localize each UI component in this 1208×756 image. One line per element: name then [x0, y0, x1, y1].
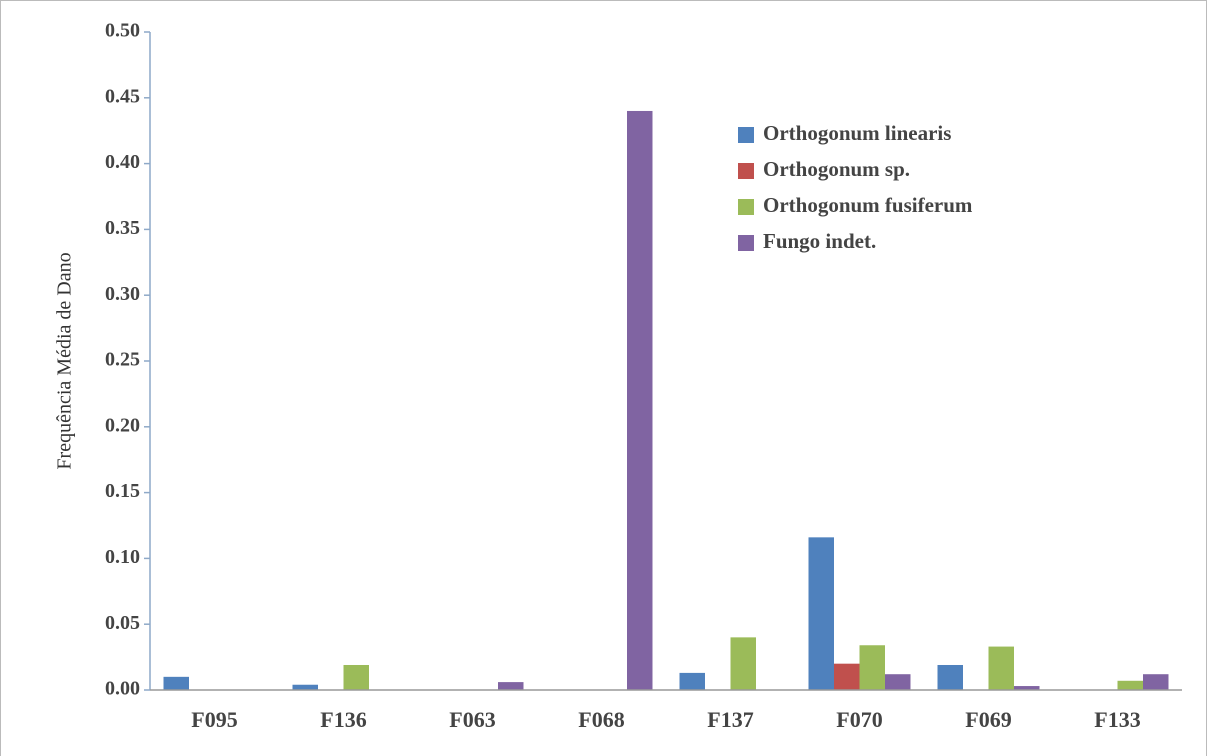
y-tick-label: 0.20 — [105, 414, 140, 436]
bar — [808, 537, 834, 690]
bar — [937, 664, 963, 690]
y-axis-label: Frequência Média de Dano — [54, 252, 76, 469]
y-tick-label: 0.30 — [105, 283, 140, 305]
y-tick-label: 0.15 — [105, 480, 140, 502]
y-tick-label: 0.35 — [105, 217, 140, 239]
bar — [627, 110, 653, 690]
x-tick-label: F136 — [320, 707, 366, 732]
legend-swatch — [738, 235, 754, 251]
bar — [859, 645, 885, 690]
bar — [834, 663, 860, 690]
bar — [988, 646, 1014, 690]
bar — [1143, 674, 1169, 690]
y-tick-label: 0.25 — [105, 349, 140, 371]
legend-swatch — [738, 127, 754, 143]
bar — [498, 682, 524, 690]
bar — [163, 676, 189, 690]
bar — [885, 674, 911, 690]
y-tick-label: 0.10 — [105, 546, 140, 568]
legend-label: Orthogonum sp. — [763, 157, 910, 181]
x-tick-label: F068 — [578, 707, 624, 732]
x-tick-label: F095 — [191, 707, 237, 732]
bar — [1014, 686, 1040, 690]
legend-swatch — [738, 199, 754, 215]
legend-swatch — [738, 163, 754, 179]
x-tick-label: F069 — [965, 707, 1011, 732]
x-tick-label: F137 — [707, 707, 753, 732]
y-tick-label: 0.40 — [105, 151, 140, 173]
bar — [343, 664, 369, 690]
x-tick-label: F070 — [836, 707, 882, 732]
y-tick-label: 0.50 — [105, 20, 140, 42]
bar — [730, 637, 756, 690]
legend-label: Orthogonum fusiferum — [763, 193, 973, 217]
x-tick-label: F063 — [449, 707, 495, 732]
bar — [679, 672, 705, 690]
bar — [292, 684, 318, 690]
legend-label: Fungo indet. — [763, 229, 876, 253]
x-tick-label: F133 — [1094, 707, 1140, 732]
legend-label: Orthogonum linearis — [763, 121, 951, 145]
y-tick-label: 0.45 — [105, 85, 140, 107]
y-tick-label: 0.00 — [105, 678, 140, 700]
bar — [1117, 680, 1143, 690]
y-tick-label: 0.05 — [105, 612, 140, 634]
